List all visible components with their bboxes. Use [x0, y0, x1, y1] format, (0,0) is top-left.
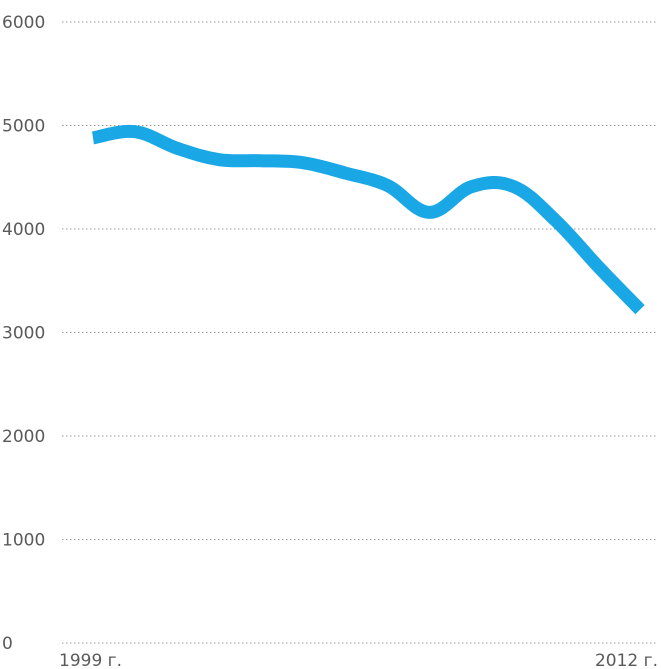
y-tick-label: 3000 — [2, 324, 45, 344]
data-point-2008 — [471, 186, 472, 187]
data-point-2004 — [303, 162, 304, 163]
data-point-2012 — [640, 309, 641, 310]
data-point-2000 — [135, 131, 136, 132]
data-point-2011 — [597, 266, 598, 267]
y-tick-label: 6000 — [2, 13, 45, 33]
data-point-2010 — [555, 220, 556, 221]
data-point-2001 — [177, 148, 178, 149]
data-point-2005 — [345, 173, 346, 174]
series-group — [91, 124, 645, 315]
data-point-2009 — [513, 186, 514, 187]
x-tick-label-start: 1999 г. — [59, 651, 122, 669]
x-tick-label-end: 2012 г. — [595, 651, 658, 669]
data-point-2006 — [387, 185, 388, 186]
y-tick-label: 4000 — [2, 220, 45, 240]
y-tick-label: 1000 — [2, 531, 45, 551]
y-tick-label: 5000 — [2, 117, 45, 137]
y-tick-label: 2000 — [2, 427, 45, 447]
x-axis-tick-labels: 1999 г. 2012 г. — [59, 651, 658, 669]
data-point-1999 — [93, 137, 94, 138]
series-line-0 — [91, 124, 645, 315]
data-point-2003 — [261, 160, 262, 161]
data-point-2007 — [429, 212, 430, 213]
gridlines — [62, 21, 658, 644]
y-axis-tick-labels: 0 1000 2000 3000 4000 5000 6000 — [2, 13, 45, 654]
data-point-2002 — [219, 159, 220, 160]
y-tick-label: 0 — [2, 634, 13, 654]
